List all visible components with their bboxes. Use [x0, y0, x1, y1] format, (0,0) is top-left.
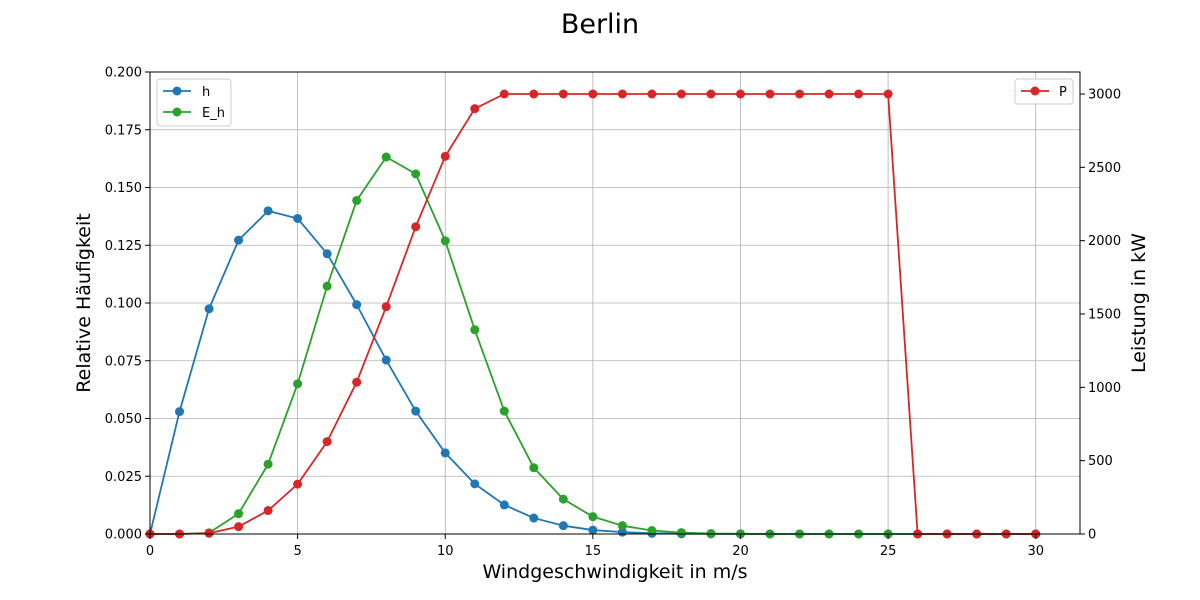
data-point-E_h — [617, 521, 627, 531]
y-left-tick-label: 0.000 — [105, 528, 142, 543]
y-right-tick-label: 1000 — [1088, 381, 1121, 396]
data-point-h — [263, 206, 273, 216]
data-point-h — [293, 213, 303, 223]
y-left-tick-label: 0.150 — [105, 181, 142, 196]
data-point-P — [293, 479, 303, 489]
legend-right: P — [1014, 78, 1074, 105]
data-point-E_h — [647, 526, 657, 536]
data-point-P — [883, 89, 893, 99]
legend-eh-label: E_h — [202, 106, 225, 121]
data-point-E_h — [352, 195, 362, 205]
data-point-E_h — [558, 494, 568, 504]
series-P — [145, 89, 1041, 539]
data-point-P — [824, 89, 834, 99]
data-point-h — [470, 479, 480, 489]
data-point-P — [204, 528, 214, 538]
data-point-h — [558, 521, 568, 531]
legend-left: h E_h — [156, 78, 232, 127]
data-point-E_h — [588, 512, 598, 522]
y-right-tick-label: 500 — [1088, 454, 1113, 469]
y-right-tick-label: 2000 — [1088, 234, 1121, 249]
data-point-P — [588, 89, 598, 99]
y-left-tick-label: 0.125 — [105, 239, 142, 254]
data-point-E_h — [676, 528, 686, 538]
data-point-h — [411, 406, 421, 416]
series-layer — [145, 89, 1041, 539]
data-point-h — [175, 407, 185, 417]
x-tick-label: 25 — [880, 544, 897, 559]
y-left-tick-label: 0.050 — [105, 412, 142, 427]
data-point-P — [470, 104, 480, 114]
data-point-P — [381, 302, 391, 312]
data-point-E_h — [470, 325, 480, 335]
legend-p-label: P — [1059, 85, 1067, 100]
y-left-tick-label: 0.075 — [105, 354, 142, 369]
data-point-P — [854, 89, 864, 99]
data-point-E_h — [529, 463, 539, 473]
data-point-h — [499, 500, 509, 510]
data-point-E_h — [499, 406, 509, 416]
data-point-P — [558, 89, 568, 99]
y-right-tick-label: 1500 — [1088, 308, 1121, 323]
y-left-tick-label: 0.025 — [105, 470, 142, 485]
x-axis-label: Windgeschwindigkeit in m/s — [482, 561, 747, 583]
data-point-P — [529, 89, 539, 99]
data-point-P — [263, 506, 273, 516]
data-point-h — [352, 300, 362, 310]
data-point-E_h — [293, 379, 303, 389]
grid — [149, 71, 1080, 535]
data-point-h — [529, 513, 539, 523]
data-point-h — [588, 525, 598, 535]
data-point-h — [381, 355, 391, 365]
data-point-h — [204, 304, 214, 314]
data-point-P — [440, 151, 450, 161]
data-point-E_h — [381, 152, 391, 162]
data-point-P — [234, 522, 244, 532]
data-point-E_h — [440, 236, 450, 246]
x-axis-ticks: 0 5 10 15 20 25 30 — [146, 534, 1044, 559]
y-left-axis-ticks: 0.000 0.025 0.050 0.075 0.100 0.125 0.150 0.175… — [105, 66, 150, 543]
chart-title: Berlin — [561, 9, 639, 40]
data-point-P — [706, 89, 716, 99]
data-point-E_h — [322, 281, 332, 291]
data-point-P — [735, 89, 745, 99]
data-point-P — [499, 89, 509, 99]
legend-eh-marker — [172, 107, 182, 117]
y-right-tick-label: 2500 — [1088, 161, 1121, 176]
data-point-P — [647, 89, 657, 99]
x-tick-label: 5 — [293, 544, 301, 559]
legend-p-marker — [1030, 86, 1040, 96]
legend-h-marker — [172, 86, 182, 96]
x-tick-label: 30 — [1027, 544, 1044, 559]
data-point-h — [234, 235, 244, 245]
data-point-h — [322, 249, 332, 259]
data-point-P — [795, 89, 805, 99]
y-right-axis-ticks: 0 500 1000 1500 2000 2500 3000 — [1080, 88, 1121, 543]
x-tick-label: 20 — [732, 544, 749, 559]
y-right-axis-label: Leistung in kW — [1128, 233, 1150, 373]
y-right-tick-label: 0 — [1088, 528, 1096, 543]
data-point-P — [411, 222, 421, 232]
data-point-P — [676, 89, 686, 99]
y-left-tick-label: 0.200 — [105, 66, 142, 81]
data-point-E_h — [263, 459, 273, 469]
y-left-tick-label: 0.175 — [105, 123, 142, 138]
data-point-E_h — [411, 169, 421, 179]
legend-h-label: h — [202, 85, 210, 100]
data-point-h — [440, 448, 450, 458]
data-point-E_h — [234, 509, 244, 519]
y-left-axis-label: Relative Häufigkeit — [73, 213, 95, 392]
data-point-P — [322, 437, 332, 447]
y-right-tick-label: 3000 — [1088, 88, 1121, 103]
data-point-P — [617, 89, 627, 99]
x-tick-label: 15 — [585, 544, 602, 559]
data-point-P — [765, 89, 775, 99]
x-tick-label: 10 — [437, 544, 454, 559]
x-tick-label: 0 — [146, 544, 154, 559]
y-left-tick-label: 0.100 — [105, 297, 142, 312]
data-point-P — [352, 377, 362, 387]
